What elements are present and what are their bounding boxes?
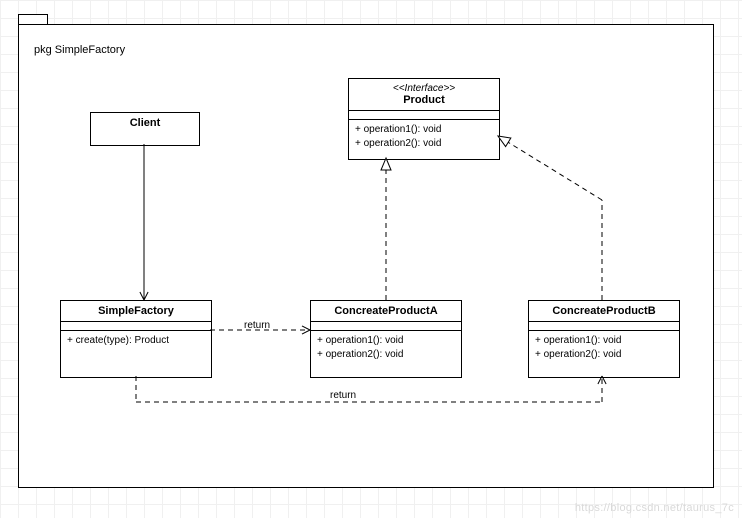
class-title: SimpleFactory (98, 305, 174, 317)
watermark: https://blog.csdn.net/taurus_7c (575, 502, 734, 514)
stereotype-label: <<Interface>> (355, 83, 493, 94)
operation: + create(type): Product (67, 334, 205, 348)
operation: + operation2(): void (355, 137, 493, 151)
operations-list: + operation1(): void + operation2(): voi… (311, 331, 461, 365)
class-client: Client (90, 112, 200, 146)
class-title: ConcreateProductA (334, 305, 437, 317)
operations-list: + operation1(): void + operation2(): voi… (349, 120, 499, 154)
class-concrete-a: ConcreateProductA + operation1(): void +… (310, 300, 462, 378)
class-title: Client (130, 117, 161, 129)
operation: + operation1(): void (355, 123, 493, 137)
class-title: ConcreateProductB (552, 305, 655, 317)
attributes-empty (529, 322, 679, 331)
class-simple-factory: SimpleFactory + create(type): Product (60, 300, 212, 378)
package-label: pkg SimpleFactory (34, 44, 125, 56)
operation: + operation1(): void (317, 334, 455, 348)
class-concrete-b: ConcreateProductB + operation1(): void +… (528, 300, 680, 378)
attributes-empty (61, 322, 211, 331)
attributes-empty (311, 322, 461, 331)
operations-list: + operation1(): void + operation2(): voi… (529, 331, 679, 365)
edge-label-return-a: return (244, 320, 270, 331)
interface-product: <<Interface>> Product + operation1(): vo… (348, 78, 500, 160)
class-title: Product (403, 94, 445, 106)
edge-label-return-b: return (330, 390, 356, 401)
operation: + operation2(): void (535, 348, 673, 362)
attributes-empty (349, 111, 499, 120)
operation: + operation1(): void (535, 334, 673, 348)
operations-list: + create(type): Product (61, 331, 211, 351)
operation: + operation2(): void (317, 348, 455, 362)
